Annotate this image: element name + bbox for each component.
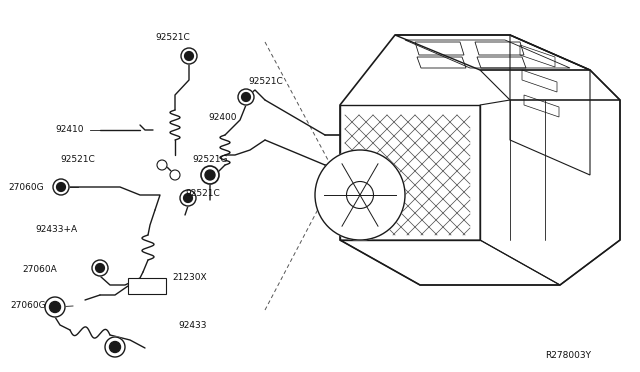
Text: R278003Y: R278003Y <box>545 350 591 359</box>
Text: 27060A: 27060A <box>22 266 57 275</box>
Circle shape <box>315 150 405 240</box>
Text: 92521C: 92521C <box>60 155 95 164</box>
Circle shape <box>238 89 254 105</box>
Circle shape <box>180 190 196 206</box>
Circle shape <box>95 264 104 272</box>
Text: 92521C: 92521C <box>248 77 283 87</box>
Circle shape <box>92 260 108 276</box>
Text: 92400: 92400 <box>208 113 237 122</box>
Text: 92521G: 92521G <box>192 155 227 164</box>
Circle shape <box>170 170 180 180</box>
Circle shape <box>205 170 215 180</box>
Text: 92521C: 92521C <box>185 189 220 198</box>
Circle shape <box>181 48 197 64</box>
FancyBboxPatch shape <box>128 278 166 294</box>
Circle shape <box>184 52 193 60</box>
Text: 27060G: 27060G <box>10 301 45 311</box>
Circle shape <box>184 193 193 202</box>
Text: 92410: 92410 <box>55 125 83 135</box>
Circle shape <box>201 166 219 184</box>
Circle shape <box>109 341 120 353</box>
Text: 27060G: 27060G <box>8 183 44 192</box>
Circle shape <box>105 337 125 357</box>
Circle shape <box>49 301 61 312</box>
Text: 92521C: 92521C <box>155 33 189 42</box>
Circle shape <box>242 93 250 102</box>
Text: 21230X: 21230X <box>172 273 207 282</box>
Circle shape <box>56 183 65 192</box>
Text: 92433: 92433 <box>178 321 207 330</box>
Circle shape <box>45 297 65 317</box>
Text: 92433+A: 92433+A <box>35 225 77 234</box>
Circle shape <box>157 160 167 170</box>
Circle shape <box>53 179 69 195</box>
